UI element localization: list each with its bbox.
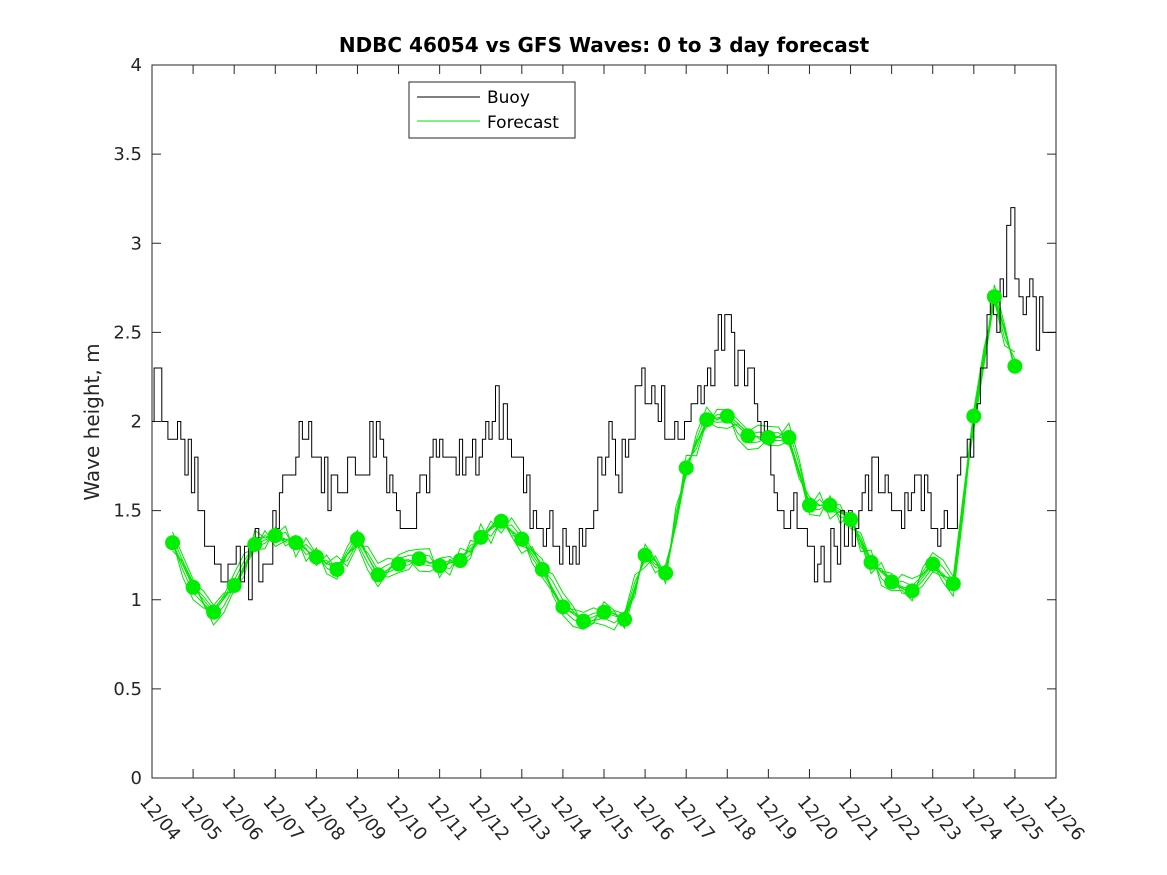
x-tick-label: 12/14 (546, 792, 595, 845)
forecast-marker (555, 599, 571, 615)
forecast-marker (740, 428, 756, 444)
y-tick-label: 3 (131, 233, 142, 254)
y-tick-label: 1 (131, 590, 142, 611)
forecast-marker (288, 535, 304, 551)
y-tick-label: 2 (131, 412, 142, 433)
legend-buoy-label: Buoy (487, 88, 530, 108)
forecast-marker (925, 556, 941, 572)
forecast-marker (206, 604, 222, 620)
y-tick-label: 2.5 (113, 322, 142, 343)
forecast-marker (843, 512, 859, 528)
forecast-marker (370, 567, 386, 583)
buoy-series-line (152, 207, 1056, 601)
x-tick-label: 12/08 (300, 792, 349, 845)
forecast-marker (308, 549, 324, 565)
plot-area (152, 65, 1056, 778)
y-tick-label: 3.5 (113, 144, 142, 165)
forecast-markers (165, 289, 1023, 629)
forecast-marker (884, 574, 900, 590)
forecast-marker (473, 529, 489, 545)
forecast-marker (637, 547, 653, 563)
y-tick-label: 0 (131, 768, 142, 789)
x-tick-label: 12/24 (957, 792, 1006, 845)
x-tick-label: 12/23 (916, 792, 965, 845)
forecast-marker (493, 513, 509, 529)
x-tick-label: 12/12 (464, 792, 513, 845)
chart-title: NDBC 46054 vs GFS Waves: 0 to 3 day fore… (339, 33, 870, 57)
forecast-marker (822, 497, 838, 513)
forecast-marker (617, 611, 633, 627)
forecast-marker (904, 583, 920, 599)
forecast-marker (432, 558, 448, 574)
forecast-marker (267, 528, 283, 544)
forecast-marker (514, 531, 530, 547)
legend-forecast-label: Forecast (487, 113, 559, 133)
x-tick-label: 12/07 (258, 792, 307, 845)
forecast-marker (1007, 358, 1023, 374)
x-tick-label: 12/04 (135, 792, 184, 845)
x-tick-label: 12/21 (834, 792, 883, 845)
forecast-marker (801, 497, 817, 513)
x-tick-label: 12/05 (176, 792, 225, 845)
forecast-marker (945, 576, 961, 592)
forecast-marker (986, 289, 1002, 305)
forecast-marker (247, 536, 263, 552)
x-tick-label: 12/20 (793, 792, 842, 845)
forecast-marker (760, 430, 776, 446)
x-tick-label: 12/06 (217, 792, 266, 845)
forecast-marker (678, 460, 694, 476)
forecast-marker (658, 565, 674, 581)
plot-frame (151, 64, 1057, 779)
x-tick-label: 12/13 (505, 792, 554, 845)
y-tick-label: 1.5 (113, 501, 142, 522)
forecast-marker (185, 579, 201, 595)
forecast-marker (966, 408, 982, 424)
forecast-marker (534, 561, 550, 577)
x-tick-label: 12/17 (669, 792, 718, 845)
y-axis-label: Wave height, m (80, 343, 104, 500)
x-tick-label: 12/15 (587, 792, 636, 845)
forecast-marker (781, 430, 797, 446)
forecast-marker (391, 556, 407, 572)
y-tick-label: 4 (131, 55, 142, 76)
x-tick-label: 12/25 (998, 792, 1047, 845)
buoy-line-group (152, 207, 1056, 601)
forecast-marker (329, 561, 345, 577)
forecast-marker (699, 412, 715, 428)
forecast-marker (452, 553, 468, 569)
x-tick-label: 12/26 (1039, 792, 1088, 845)
forecast-marker (863, 554, 879, 570)
x-tick-label: 12/10 (382, 792, 431, 845)
forecast-marker (226, 577, 242, 593)
forecast-marker (575, 613, 591, 629)
x-tick-label: 12/19 (752, 792, 801, 845)
forecast-marker (349, 531, 365, 547)
legend: Buoy Forecast (408, 81, 576, 139)
x-tick-label: 12/11 (423, 792, 472, 845)
forecast-marker (719, 408, 735, 424)
forecast-marker (411, 551, 427, 567)
x-tick-label: 12/09 (341, 792, 390, 845)
legend-box (408, 81, 576, 139)
y-tick-label: 0.5 (113, 679, 142, 700)
x-tick-label: 12/18 (710, 792, 759, 845)
forecast-marker (165, 535, 181, 551)
x-tick-label: 12/22 (875, 792, 924, 845)
x-tick-label: 12/16 (628, 792, 677, 845)
forecast-marker (596, 604, 612, 620)
